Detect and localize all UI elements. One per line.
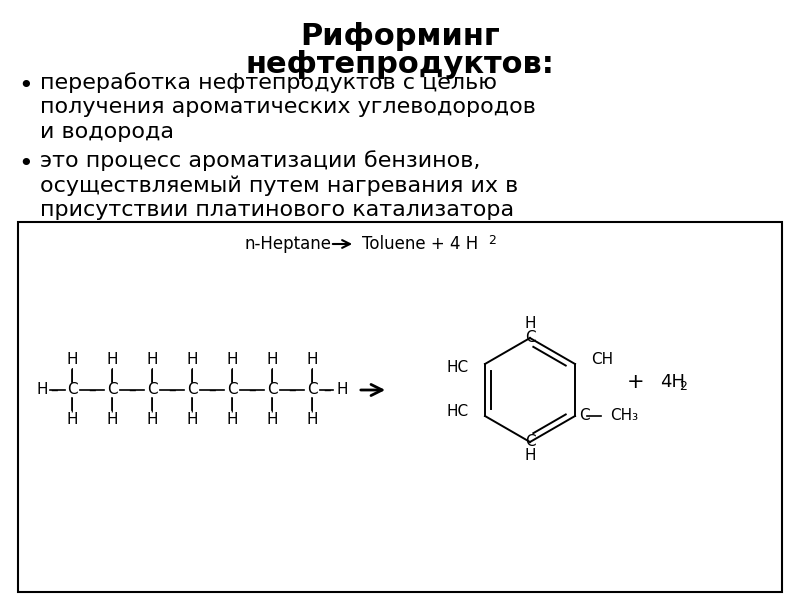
- Text: |: |: [150, 398, 154, 412]
- Text: HC: HC: [447, 404, 469, 419]
- Text: C: C: [525, 434, 535, 449]
- Text: |: |: [150, 368, 154, 382]
- Text: |: |: [230, 398, 234, 412]
- Text: |: |: [110, 368, 114, 382]
- Text: H: H: [524, 317, 536, 331]
- Text: H: H: [226, 413, 238, 427]
- Text: |: |: [190, 398, 194, 412]
- Text: C: C: [106, 383, 118, 397]
- Text: H: H: [524, 449, 536, 463]
- Text: C: C: [146, 383, 158, 397]
- Text: –: –: [288, 383, 296, 397]
- Text: получения ароматических углеводородов: получения ароматических углеводородов: [40, 97, 536, 117]
- Text: 2: 2: [488, 235, 496, 247]
- Text: Риформинг: Риформинг: [300, 22, 500, 51]
- Text: CH: CH: [591, 352, 613, 367]
- Text: C: C: [186, 383, 198, 397]
- Text: |: |: [310, 398, 314, 412]
- Text: |: |: [70, 398, 74, 412]
- Text: C: C: [66, 383, 78, 397]
- Text: H: H: [336, 383, 348, 397]
- Text: C: C: [306, 383, 318, 397]
- Text: +: +: [627, 372, 645, 392]
- Text: H: H: [306, 352, 318, 367]
- Text: –: –: [50, 383, 58, 397]
- Text: H: H: [66, 413, 78, 427]
- Text: C: C: [266, 383, 278, 397]
- Text: –: –: [88, 383, 96, 397]
- Text: H: H: [146, 352, 158, 367]
- Text: H: H: [266, 413, 278, 427]
- Text: –: –: [128, 383, 136, 397]
- Text: H: H: [106, 413, 118, 427]
- Text: H: H: [186, 352, 198, 367]
- Text: •: •: [18, 74, 33, 98]
- Text: C: C: [226, 383, 238, 397]
- Text: –: –: [208, 383, 216, 397]
- Text: H: H: [106, 352, 118, 367]
- Text: присутствии платинового катализатора: присутствии платинового катализатора: [40, 200, 514, 220]
- Text: H: H: [306, 413, 318, 427]
- Text: C: C: [579, 409, 590, 424]
- Text: H: H: [186, 413, 198, 427]
- Text: n-Heptane: n-Heptane: [245, 235, 332, 253]
- Text: 2: 2: [679, 379, 687, 392]
- Text: •: •: [18, 152, 33, 176]
- Text: HC: HC: [447, 361, 469, 376]
- Text: осуществляемый путем нагревания их в: осуществляемый путем нагревания их в: [40, 175, 518, 196]
- Bar: [18, 222, 782, 592]
- Text: нефтепродуктов:: нефтепродуктов:: [246, 50, 554, 79]
- Text: 4H: 4H: [660, 373, 685, 391]
- Text: это процесс ароматизации бензинов,: это процесс ароматизации бензинов,: [40, 150, 480, 171]
- Text: C: C: [525, 331, 535, 346]
- Text: H: H: [146, 413, 158, 427]
- Text: |: |: [70, 368, 74, 382]
- Text: H: H: [266, 352, 278, 367]
- Text: |: |: [270, 398, 274, 412]
- Text: –: –: [168, 383, 176, 397]
- Text: CH₃: CH₃: [610, 409, 638, 424]
- Text: |: |: [190, 368, 194, 382]
- Text: H: H: [226, 352, 238, 367]
- Text: H: H: [66, 352, 78, 367]
- Text: и водорода: и водорода: [40, 122, 174, 142]
- Text: переработка нефтепродуктов с целью: переработка нефтепродуктов с целью: [40, 72, 497, 93]
- Text: Toluene + 4 H: Toluene + 4 H: [362, 235, 478, 253]
- Text: H: H: [36, 383, 48, 397]
- Text: |: |: [230, 368, 234, 382]
- Text: |: |: [110, 398, 114, 412]
- Text: |: |: [270, 368, 274, 382]
- Text: –: –: [248, 383, 256, 397]
- Text: –: –: [323, 383, 331, 397]
- Text: |: |: [310, 368, 314, 382]
